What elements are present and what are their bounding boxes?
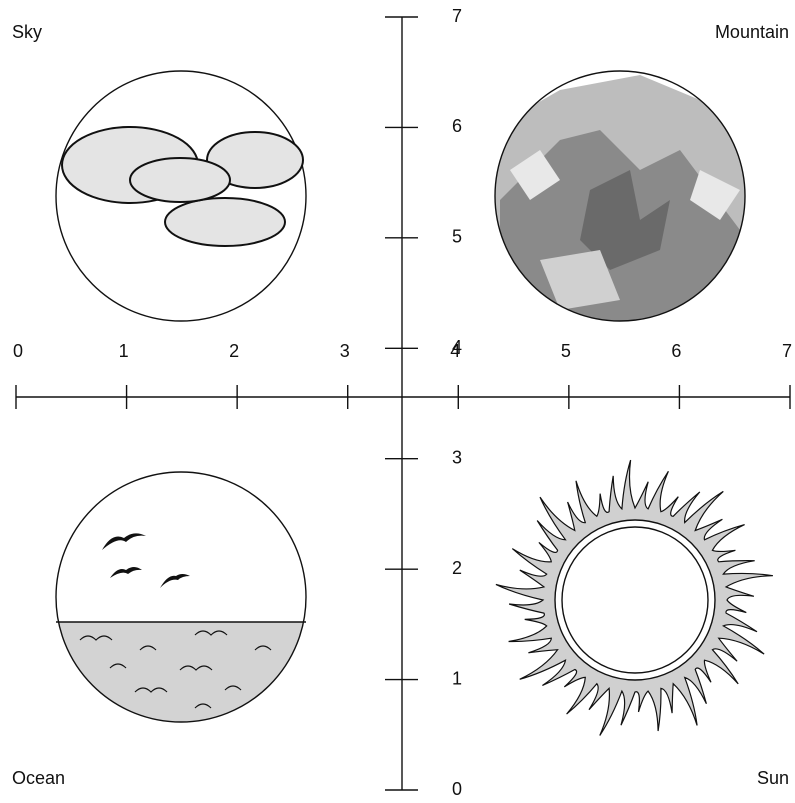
x-tick-label: 2: [229, 341, 239, 361]
x-tick-label: 5: [561, 341, 571, 361]
corner-label: Ocean: [12, 768, 65, 788]
y-tick-label: 7: [452, 6, 462, 26]
y-tick-label: 1: [452, 668, 462, 688]
sky-illustration: [55, 70, 307, 322]
x-tick-label: 1: [119, 341, 129, 361]
mountain-illustration: [494, 70, 746, 322]
x-tick-label: 6: [671, 341, 681, 361]
x-tick-label: 7: [782, 341, 792, 361]
x-tick-label: 0: [13, 341, 23, 361]
y-tick-label: 5: [452, 227, 462, 247]
corner-label: Mountain: [715, 22, 789, 42]
ocean-illustration: [55, 471, 307, 723]
y-tick-label: 2: [452, 558, 462, 578]
y-tick-label: 6: [452, 116, 462, 136]
y-tick-label: 4: [452, 337, 462, 357]
sun-illustration: [495, 459, 773, 736]
corner-label: Sun: [757, 768, 789, 788]
x-tick-label: 4: [450, 341, 460, 361]
x-tick-label: 3: [340, 341, 350, 361]
sun-core: [561, 526, 709, 674]
corner-label: Sky: [12, 22, 42, 42]
y-tick-label: 0: [452, 779, 462, 798]
y-tick-label: 3: [452, 447, 462, 467]
